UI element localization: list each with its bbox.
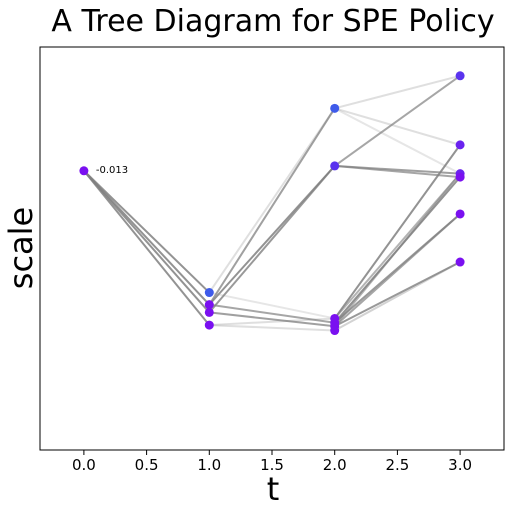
tree-edge: [334, 261, 461, 332]
tree-edge: [334, 107, 461, 146]
annotations-layer: -0.013: [96, 165, 128, 176]
tree-node: [455, 209, 465, 219]
tree-node: [455, 140, 465, 150]
x-tick-label: 0.0: [72, 456, 96, 474]
nodes-layer: [79, 71, 465, 336]
tree-node: [330, 161, 340, 171]
tree-edge: [334, 261, 461, 328]
tree-edge: [208, 107, 336, 294]
x-tick-label: 3.0: [448, 456, 472, 474]
tree-node: [455, 71, 465, 81]
tree-edge: [209, 311, 335, 328]
tree-edge: [208, 107, 336, 306]
tree-node: [455, 172, 465, 182]
chart-title: A Tree Diagram for SPE Policy: [51, 4, 494, 39]
tree-node: [204, 288, 214, 298]
tree-edge: [334, 107, 461, 175]
tree-node: [330, 103, 340, 113]
node-annotation: -0.013: [96, 165, 128, 176]
tree-edge: [334, 74, 461, 110]
tree-node: [330, 326, 340, 336]
tree-edge: [83, 170, 210, 294]
tree-edge: [333, 173, 461, 327]
tree-node: [204, 320, 214, 330]
tree-edge: [209, 324, 335, 332]
y-axis-label: scale: [2, 207, 40, 289]
tree-edge: [209, 317, 335, 327]
tree-node: [204, 307, 214, 317]
tree-edge: [208, 165, 336, 314]
x-tick-label: 2.5: [385, 456, 409, 474]
tree-node: [79, 166, 89, 176]
tree-node: [455, 257, 465, 267]
tree-edge: [334, 213, 461, 327]
tree-node: [204, 300, 214, 310]
tree-edge: [334, 74, 461, 167]
x-tick-label: 1.5: [260, 456, 284, 474]
x-tick-label: 0.5: [135, 456, 159, 474]
x-ticks: 0.0 0.5 1.0 1.5 2.0 2.5 3.0: [72, 450, 472, 474]
x-tick-label: 2.0: [323, 456, 347, 474]
x-tick-label: 1.0: [197, 456, 221, 474]
tree-edge: [333, 144, 461, 320]
tree-edge: [209, 291, 335, 320]
tree-edge: [83, 170, 211, 326]
plot-frame: [39, 46, 505, 451]
tree-edge: [209, 303, 335, 324]
x-axis-label: t: [267, 470, 280, 508]
tree-edge: [83, 170, 211, 314]
edges-layer: [83, 74, 461, 332]
